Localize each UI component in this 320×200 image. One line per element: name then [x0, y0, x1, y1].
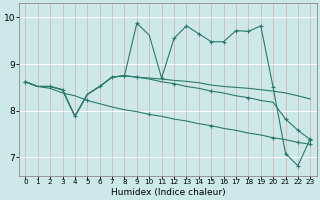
- X-axis label: Humidex (Indice chaleur): Humidex (Indice chaleur): [110, 188, 225, 197]
